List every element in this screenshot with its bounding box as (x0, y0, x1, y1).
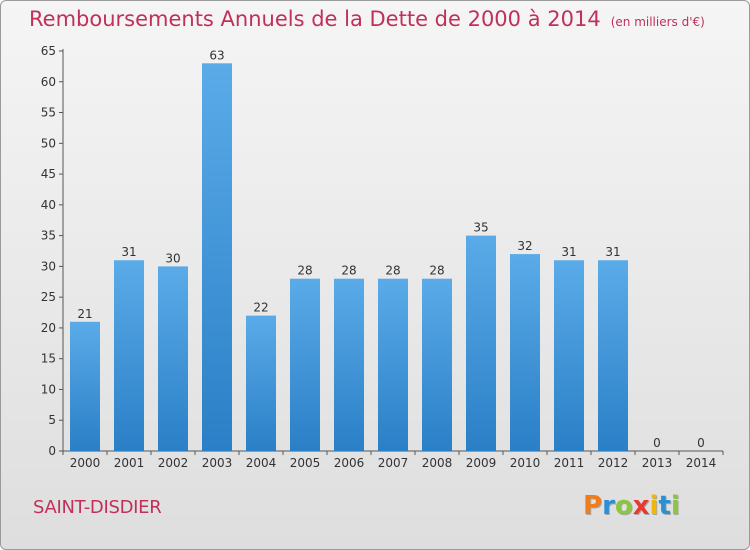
logo-letter: i (670, 491, 680, 521)
x-tick-label: 2000 (70, 456, 101, 470)
bar-value-label: 32 (517, 239, 532, 253)
chart-title: Remboursements Annuels de la Dette de 20… (29, 7, 705, 31)
y-tick-label: 25 (41, 290, 56, 304)
bar (114, 260, 144, 451)
bar-value-label: 28 (429, 264, 444, 278)
x-tick-label: 2004 (246, 456, 277, 470)
bar (378, 278, 408, 451)
bar-value-label: 63 (209, 48, 224, 62)
y-tick-label: 30 (41, 259, 56, 273)
chart-title-main: Remboursements Annuels de la Dette de 20… (29, 7, 601, 31)
bar (158, 266, 188, 451)
x-tick-label: 2010 (510, 456, 541, 470)
bar-value-label: 30 (165, 251, 180, 265)
y-tick-label: 20 (41, 321, 56, 335)
bar (598, 260, 628, 451)
x-tick-label: 2008 (422, 456, 453, 470)
proxiti-logo: Proxiti (583, 491, 680, 521)
logo-letter: r (602, 491, 615, 521)
y-tick-label: 55 (41, 106, 56, 120)
y-tick-label: 45 (41, 167, 56, 181)
logo-letter: o (614, 491, 633, 521)
logo-letter: P (583, 491, 603, 521)
bar (202, 63, 232, 452)
y-tick-label: 5 (48, 413, 56, 427)
x-tick-label: 2014 (686, 456, 717, 470)
y-tick-label: 60 (41, 75, 56, 89)
x-tick-label: 2003 (202, 456, 233, 470)
bar-value-label: 28 (341, 264, 356, 278)
bar (290, 278, 320, 451)
y-tick-label: 0 (48, 444, 56, 458)
bar-value-label: 35 (473, 221, 488, 235)
x-tick-label: 2009 (466, 456, 497, 470)
bar-value-label: 28 (297, 264, 312, 278)
x-tick-label: 2005 (290, 456, 321, 470)
bar-value-label: 22 (253, 301, 268, 315)
x-tick-label: 2011 (554, 456, 585, 470)
bar (466, 235, 496, 451)
y-tick-label: 15 (41, 352, 56, 366)
y-tick-label: 35 (41, 229, 56, 243)
chart-title-unit: (en milliers d'€) (610, 15, 705, 29)
x-tick-label: 2001 (114, 456, 145, 470)
bar (510, 254, 540, 451)
bar (554, 260, 584, 451)
y-tick-label: 10 (41, 382, 56, 396)
bar-value-label: 31 (605, 245, 620, 259)
bars: 21 31 30 63 22 28 28 28 28 35 32 31 31 0 0 (70, 48, 705, 452)
y-tick-label: 40 (41, 198, 56, 212)
bar (334, 278, 364, 451)
bar-value-label: 31 (121, 245, 136, 259)
bar-value-label: 0 (653, 436, 661, 450)
logo-letter: t (658, 491, 671, 521)
axes: 0 5 10 15 20 25 30 35 40 45 50 55 60 65 2000 2001 2002 20… (41, 44, 724, 470)
bar (246, 315, 276, 451)
commune-name: SAINT-DISDIER (33, 497, 162, 518)
logo-letter: i (649, 491, 659, 521)
bar-value-label: 21 (77, 307, 92, 321)
y-tick-label: 50 (41, 136, 56, 150)
y-tick-label: 65 (41, 44, 56, 58)
x-tick-label: 2002 (158, 456, 189, 470)
bar-value-label: 31 (561, 245, 576, 259)
bar-value-label: 0 (697, 436, 705, 450)
bar (422, 278, 452, 451)
x-tick-label: 2006 (334, 456, 365, 470)
bar-value-label: 28 (385, 264, 400, 278)
logo-letter: x (632, 491, 650, 521)
x-tick-label: 2007 (378, 456, 409, 470)
x-tick-label: 2013 (642, 456, 673, 470)
x-tick-label: 2012 (598, 456, 629, 470)
bar (70, 321, 100, 451)
